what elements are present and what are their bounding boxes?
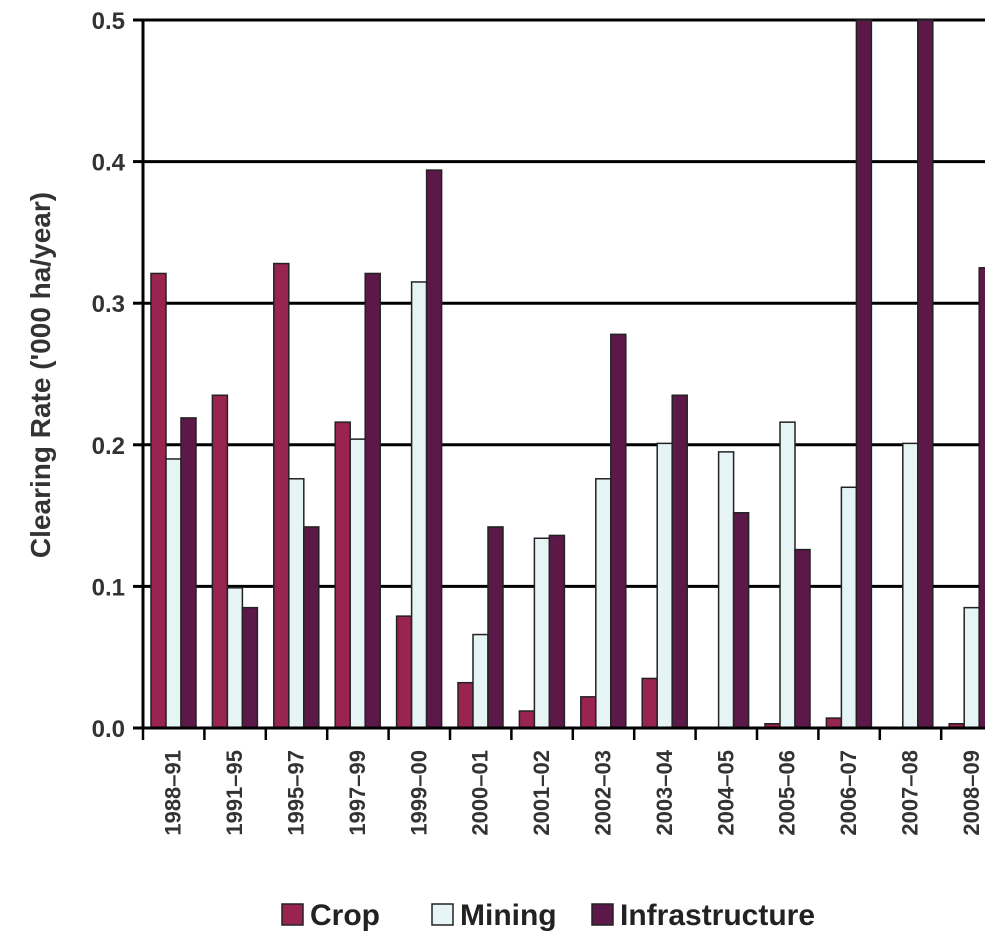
y-tick-label: 0.0 <box>92 716 125 743</box>
bar-crop <box>641 677 658 729</box>
bar-infrastructure <box>548 534 566 729</box>
bar-mining <box>472 633 489 729</box>
x-tick-label: 2005–06 <box>775 750 800 836</box>
bar-mining <box>226 587 244 729</box>
bar-crop <box>334 421 351 729</box>
axes <box>133 18 985 740</box>
bar-infrastructure <box>855 19 873 729</box>
bar-mining <box>779 421 796 729</box>
bar-infrastructure <box>364 272 381 729</box>
x-tick-label: 1997–99 <box>345 750 370 836</box>
bar-mining <box>963 606 980 729</box>
legend-swatch-mining <box>431 903 454 926</box>
y-tick-labels: 0.0 0.1 0.2 0.3 0.4 0.5 <box>92 8 126 743</box>
x-tick-label: 2000–01 <box>468 750 493 836</box>
bar-crop <box>457 681 474 729</box>
bar-infrastructure <box>487 526 504 729</box>
x-tick-label: 2007–08 <box>898 750 923 836</box>
x-tick-label: 2002–03 <box>591 750 616 836</box>
x-tick-label: 2008–09 <box>959 750 984 836</box>
legend-swatch-infrastructure <box>591 903 614 926</box>
bar-crop <box>518 710 536 729</box>
legend-label-mining: Mining <box>460 899 557 932</box>
y-tick-label: 0.2 <box>92 433 125 460</box>
legend: Crop Mining Infrastructure <box>281 899 815 932</box>
x-tick-label: 1988–91 <box>161 750 186 836</box>
bar-infrastructure <box>732 512 750 729</box>
bar-mining <box>595 478 612 729</box>
bar-mining <box>165 458 182 729</box>
legend-swatch-crop <box>281 903 304 926</box>
bar-infrastructure <box>671 394 688 729</box>
bar-infrastructure <box>917 19 934 729</box>
bar-mining <box>410 281 428 729</box>
y-axis-label: Clearing Rate ('000 ha/year) <box>25 192 56 558</box>
bar-infrastructure <box>425 169 443 729</box>
bar-crop <box>211 394 229 729</box>
legend-label-crop: Crop <box>310 899 380 932</box>
bar-mining <box>902 442 919 729</box>
bar-infrastructure <box>610 333 627 729</box>
y-tick-label: 0.3 <box>92 291 125 318</box>
bar-mining <box>288 478 305 729</box>
bar-crop <box>580 696 597 729</box>
bar-infrastructure <box>303 526 320 729</box>
bar-infrastructure <box>978 267 985 729</box>
y-tick-label: 0.4 <box>92 150 126 177</box>
bar-mining <box>656 442 673 729</box>
y-tick-label: 0.1 <box>92 574 125 601</box>
legend-label-infrastructure: Infrastructure <box>620 899 815 932</box>
x-tick-label: 1995–97 <box>284 750 309 836</box>
x-tick-label: 1991–95 <box>222 750 247 836</box>
bar-crop <box>150 272 167 729</box>
bar-mining <box>533 537 551 729</box>
x-tick-label: 2004–05 <box>713 750 738 836</box>
bar-mining <box>717 451 735 729</box>
bar-crop <box>273 262 290 729</box>
x-tick-label: 2001–02 <box>529 750 554 836</box>
bar-infrastructure <box>794 548 811 729</box>
x-tick-label: 2006–07 <box>836 750 861 836</box>
bar-mining <box>349 438 366 729</box>
x-tick-label: 1999–00 <box>406 750 431 836</box>
bars <box>150 19 985 729</box>
x-tick-label: 2003–04 <box>652 749 677 835</box>
bar-infrastructure <box>180 417 197 729</box>
bar-infrastructure <box>241 606 259 729</box>
bar-mining <box>840 486 858 729</box>
bar-crop <box>395 615 413 729</box>
x-tick-labels: 1988–91 1991–95 1995–97 1997–99 1999–00 2000–… <box>161 749 984 835</box>
y-tick-label: 0.5 <box>92 8 125 35</box>
